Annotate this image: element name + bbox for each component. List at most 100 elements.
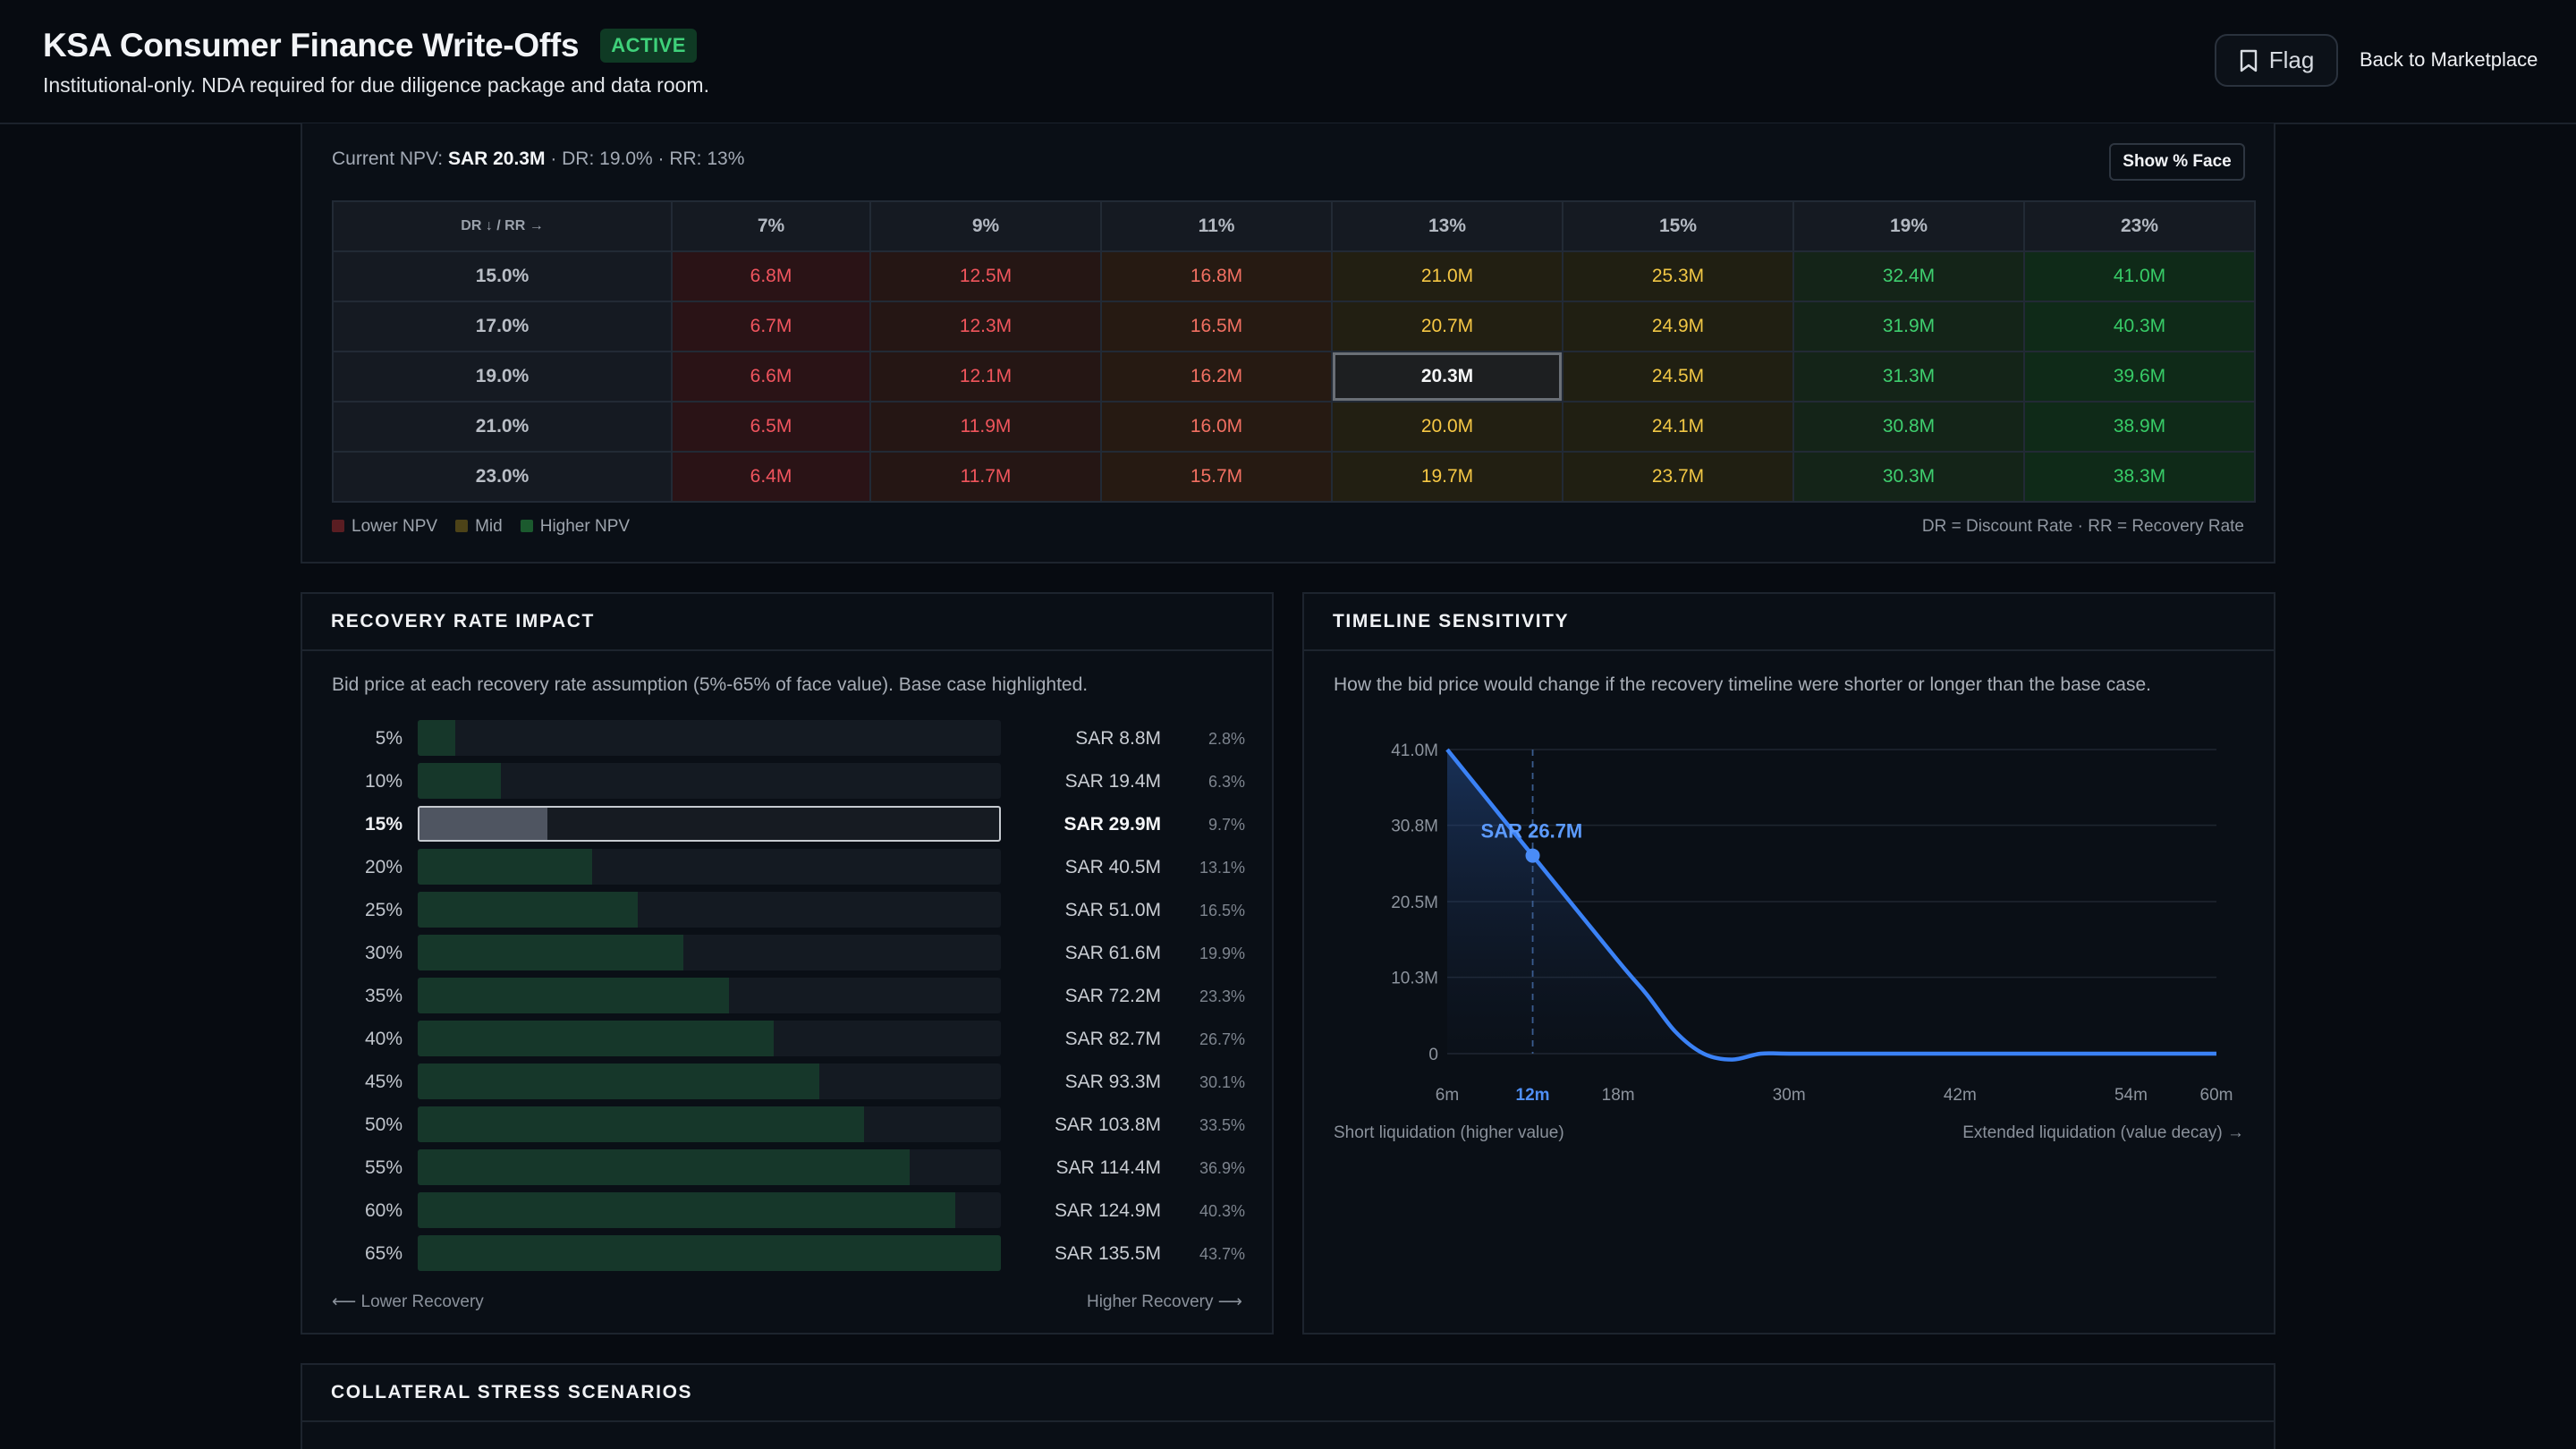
recovery-percent: 16.5% (1199, 902, 1245, 919)
recovery-bar-track (418, 1149, 1001, 1185)
npv-cell[interactable]: 24.1M (1562, 401, 1794, 453)
npv-cell[interactable]: 6.6M (671, 351, 871, 402)
npv-cell[interactable]: 19.7M (1331, 451, 1563, 503)
recovery-description: Bid price at each recovery rate assumpti… (332, 674, 1089, 695)
npv-cell[interactable]: 6.8M (671, 250, 871, 302)
npv-cell[interactable]: 16.8M (1100, 250, 1333, 302)
npv-cell[interactable]: 16.0M (1100, 401, 1333, 453)
recovery-bar-fill (418, 1106, 864, 1142)
recovery-rate-label: 25% (364, 900, 402, 920)
recovery-row[interactable]: 20% SAR 40.5M 13.1% (302, 849, 1275, 885)
recovery-amount: SAR 72.2M (1064, 986, 1161, 1006)
recovery-bar-fill (418, 763, 501, 799)
y-tick-label: 20.5M (1391, 894, 1438, 912)
recovery-row[interactable]: 50% SAR 103.8M 33.5% (302, 1106, 1275, 1142)
timeline-foot-left: Short liquidation (higher value) (1334, 1123, 1564, 1142)
recovery-rate-label: 35% (364, 986, 402, 1006)
recovery-percent: 26.7% (1199, 1030, 1245, 1048)
recovery-bar-fill (418, 1149, 910, 1185)
npv-cell[interactable]: 38.3M (2023, 451, 2256, 503)
back-to-marketplace-link[interactable]: Back to Marketplace (2360, 48, 2538, 71)
npv-cell[interactable]: 24.9M (1562, 301, 1794, 352)
npv-cell[interactable]: 20.7M (1331, 301, 1563, 352)
show-face-toggle-button[interactable]: Show % Face (2109, 143, 2245, 181)
npv-cell[interactable]: 12.5M (869, 250, 1102, 302)
recovery-amount: SAR 51.0M (1064, 900, 1161, 920)
npv-cell[interactable]: 24.5M (1562, 351, 1794, 402)
npv-cell[interactable]: 11.9M (869, 401, 1102, 453)
recovery-amount: SAR 82.7M (1064, 1029, 1161, 1049)
legend-high-label: Higher NPV (539, 517, 631, 536)
recovery-row[interactable]: 5% SAR 8.8M 2.8% (302, 720, 1275, 756)
npv-cell[interactable]: 31.9M (1792, 301, 2025, 352)
npv-cell[interactable]: 20.3M (1331, 351, 1563, 402)
highlight-point (1525, 848, 1540, 863)
npv-sensitivity-panel: Current NPV: SAR 20.3M · DR: 19.0% · RR:… (301, 123, 2275, 564)
current-npv-suffix: · DR: 19.0% · RR: 13% (545, 148, 745, 169)
npv-cell[interactable]: 30.3M (1792, 451, 2025, 503)
npv-cell[interactable]: 32.4M (1792, 250, 2025, 302)
highlight-label: SAR 26.7M (1481, 820, 1583, 843)
npv-cell[interactable]: 16.2M (1100, 351, 1333, 402)
npv-cell[interactable]: 40.3M (2023, 301, 2256, 352)
recovery-foot-left: ⟵ Lower Recovery (332, 1292, 484, 1311)
timeline-foot-right: Extended liquidation (value decay) → (1962, 1123, 2244, 1142)
recovery-amount: SAR 19.4M (1064, 771, 1161, 792)
recovery-row[interactable]: 40% SAR 82.7M 26.7% (302, 1021, 1275, 1056)
npv-cell[interactable]: 11.7M (869, 451, 1102, 503)
dr-row-label: 15.0% (332, 250, 673, 302)
npv-cell[interactable]: 15.7M (1100, 451, 1333, 503)
npv-cell[interactable]: 21.0M (1331, 250, 1563, 302)
npv-grid-row: 17.0% 6.7M 12.3M 16.5M 20.7M 24.9M 31.9M 40.3M (332, 301, 2256, 352)
current-npv-prefix: Current NPV: (332, 148, 448, 169)
legend-high: Higher NPV (520, 517, 631, 537)
page-header: KSA Consumer Finance Write-Offs ACTIVE I… (0, 0, 2576, 124)
recovery-row[interactable]: 30% SAR 61.6M 19.9% (302, 935, 1275, 970)
npv-cell[interactable]: 6.7M (671, 301, 871, 352)
collateral-panel-title: COLLATERAL STRESS SCENARIOS (302, 1365, 2274, 1422)
recovery-percent: 9.7% (1208, 816, 1245, 834)
recovery-bar-track (418, 935, 1001, 970)
npv-cell[interactable]: 25.3M (1562, 250, 1794, 302)
flag-button[interactable]: Flag (2215, 34, 2338, 87)
recovery-row[interactable]: 45% SAR 93.3M 30.1% (302, 1063, 1275, 1099)
legend-low-label: Lower NPV (352, 517, 438, 536)
npv-cell[interactable]: 41.0M (2023, 250, 2256, 302)
recovery-bar-track (418, 763, 1001, 799)
npv-cell[interactable]: 30.8M (1792, 401, 2025, 453)
npv-cell[interactable]: 23.7M (1562, 451, 1794, 503)
recovery-row[interactable]: 55% SAR 114.4M 36.9% (302, 1149, 1275, 1185)
recovery-row-base[interactable]: 15% SAR 29.9M 9.7% (302, 806, 1275, 842)
npv-grid-row: 19.0% 6.6M 12.1M 16.2M 20.3M 24.5M 31.3M 39.6M (332, 351, 2256, 402)
legend-mid: Mid (455, 517, 503, 537)
recovery-rate-label: 55% (364, 1157, 402, 1178)
npv-cell[interactable]: 12.1M (869, 351, 1102, 402)
npv-cell[interactable]: 20.0M (1331, 401, 1563, 453)
recovery-row[interactable]: 35% SAR 72.2M 23.3% (302, 978, 1275, 1013)
npv-cell[interactable]: 31.3M (1792, 351, 2025, 402)
recovery-bar-track (418, 1063, 1001, 1099)
npv-cell[interactable]: 6.5M (671, 401, 871, 453)
dr-row-label: 21.0% (332, 401, 673, 453)
rr-column-header: 13% (1331, 200, 1563, 252)
timeline-panel-title: TIMELINE SENSITIVITY (1304, 594, 2274, 651)
recovery-rate-label: 20% (364, 857, 402, 877)
page-subtitle: Institutional-only. NDA required for due… (43, 73, 709, 97)
recovery-row[interactable]: 65% SAR 135.5M 43.7% (302, 1235, 1275, 1271)
recovery-row[interactable]: 25% SAR 51.0M 16.5% (302, 892, 1275, 928)
npv-legend: Lower NPV Mid Higher NPV (332, 517, 630, 537)
npv-cell[interactable]: 38.9M (2023, 401, 2256, 453)
status-badge: ACTIVE (600, 29, 697, 63)
npv-cell[interactable]: 12.3M (869, 301, 1102, 352)
npv-cell[interactable]: 16.5M (1100, 301, 1333, 352)
x-tick-label: 60m (2200, 1086, 2233, 1105)
recovery-foot-right: Higher Recovery ⟶ (1086, 1292, 1242, 1311)
recovery-rate-label: 65% (364, 1243, 402, 1264)
legend-high-swatch (520, 520, 533, 532)
recovery-row[interactable]: 10% SAR 19.4M 6.3% (302, 763, 1275, 799)
npv-cell[interactable]: 6.4M (671, 451, 871, 503)
x-tick-label: 54m (2114, 1086, 2148, 1105)
npv-grid-row: 21.0% 6.5M 11.9M 16.0M 20.0M 24.1M 30.8M 38.9M (332, 401, 2256, 453)
npv-cell[interactable]: 39.6M (2023, 351, 2256, 402)
recovery-row[interactable]: 60% SAR 124.9M 40.3% (302, 1192, 1275, 1228)
